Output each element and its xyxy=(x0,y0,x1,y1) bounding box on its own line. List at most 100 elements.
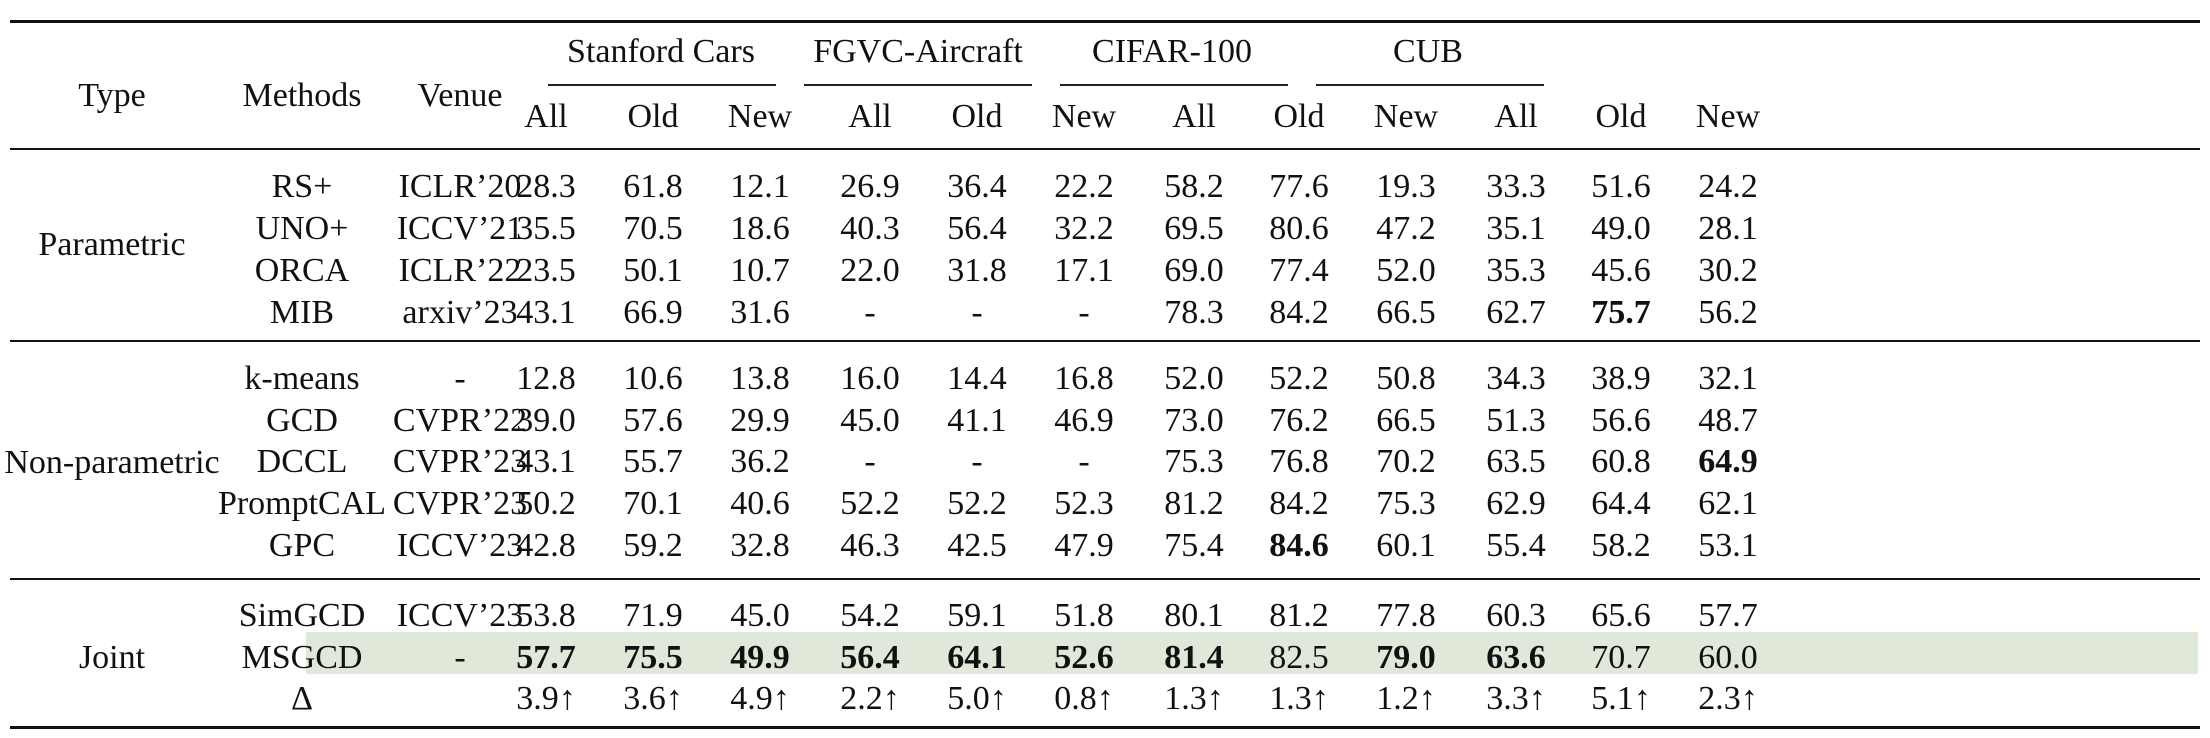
header-sub-new: New xyxy=(1051,98,1117,135)
value-cell: 3.9↑ xyxy=(516,680,576,717)
value-cell: 1.2↑ xyxy=(1376,680,1436,717)
highlight-row xyxy=(306,632,2198,674)
venue-cell: - xyxy=(454,360,466,397)
value-cell: 49.0 xyxy=(1591,210,1651,247)
value-cell: 73.0 xyxy=(1164,402,1224,439)
value-cell: 52.2 xyxy=(1269,360,1329,397)
value-cell: 32.8 xyxy=(730,527,790,564)
value-cell: 56.4 xyxy=(947,210,1007,247)
value-cell: 52.2 xyxy=(947,485,1007,522)
value-cell: 47.9 xyxy=(1054,527,1114,564)
value-cell: 52.6 xyxy=(1054,639,1114,676)
header-dataset-fgvc-aircraft: FGVC-Aircraft xyxy=(813,33,1023,70)
value-cell: 79.0 xyxy=(1376,639,1436,676)
value-cell: 32.2 xyxy=(1054,210,1114,247)
value-cell: 19.3 xyxy=(1376,168,1436,205)
header-venue: Venue xyxy=(417,77,503,114)
value-cell: 54.2 xyxy=(840,597,900,634)
value-cell: 1.3↑ xyxy=(1269,680,1329,717)
method-cell: GPC xyxy=(268,527,336,564)
value-cell: 52.2 xyxy=(840,485,900,522)
value-cell: 52.0 xyxy=(1164,360,1224,397)
cmidrule-cifar-100 xyxy=(1060,84,1288,86)
value-cell: 0.8↑ xyxy=(1054,680,1114,717)
method-cell: DCCL xyxy=(256,443,348,480)
value-cell: 40.6 xyxy=(730,485,790,522)
value-cell: 2.2↑ xyxy=(840,680,900,717)
value-cell: 69.5 xyxy=(1164,210,1224,247)
value-cell: 14.4 xyxy=(947,360,1007,397)
header-sub-all: All xyxy=(1494,98,1538,135)
value-cell: 62.1 xyxy=(1698,485,1758,522)
value-cell: 66.5 xyxy=(1376,402,1436,439)
value-cell: 80.6 xyxy=(1269,210,1329,247)
value-cell: 45.0 xyxy=(730,597,790,634)
value-cell: 10.7 xyxy=(730,252,790,289)
value-cell: 60.0 xyxy=(1698,639,1758,676)
value-cell: 58.2 xyxy=(1164,168,1224,205)
value-cell: 84.6 xyxy=(1269,527,1329,564)
value-cell: - xyxy=(971,443,983,480)
value-cell: 75.4 xyxy=(1164,527,1224,564)
top-rule xyxy=(10,20,2200,23)
value-cell: 77.8 xyxy=(1376,597,1436,634)
header-sub-old: Old xyxy=(627,98,679,135)
value-cell: 60.8 xyxy=(1591,443,1651,480)
value-cell: - xyxy=(864,443,876,480)
value-cell: 53.8 xyxy=(516,597,576,634)
value-cell: 36.2 xyxy=(730,443,790,480)
value-cell: 46.9 xyxy=(1054,402,1114,439)
venue-cell: ICCV’23 xyxy=(396,597,524,634)
value-cell: 84.2 xyxy=(1269,485,1329,522)
value-cell: 75.3 xyxy=(1164,443,1224,480)
value-cell: 61.8 xyxy=(623,168,683,205)
header-sub-all: All xyxy=(1172,98,1216,135)
value-cell: 35.1 xyxy=(1486,210,1546,247)
cmidrule-stanford-cars xyxy=(548,84,776,86)
value-cell: 80.1 xyxy=(1164,597,1224,634)
method-cell: GCD xyxy=(266,402,338,439)
value-cell: 16.8 xyxy=(1054,360,1114,397)
value-cell: 12.1 xyxy=(730,168,790,205)
value-cell: 2.3↑ xyxy=(1698,680,1758,717)
value-cell: 45.0 xyxy=(840,402,900,439)
group-rule-1 xyxy=(10,340,2200,342)
value-cell: 41.1 xyxy=(947,402,1007,439)
value-cell: 51.8 xyxy=(1054,597,1114,634)
value-cell: 55.7 xyxy=(623,443,683,480)
value-cell: 39.0 xyxy=(516,402,576,439)
method-cell: RS+ xyxy=(271,168,333,205)
method-cell: MSGCD xyxy=(241,639,363,676)
header-sub-new: New xyxy=(727,98,793,135)
value-cell: 24.2 xyxy=(1698,168,1758,205)
header-rule xyxy=(10,148,2200,150)
header-dataset-stanford-cars: Stanford Cars xyxy=(567,33,755,70)
header-sub-old: Old xyxy=(1595,98,1647,135)
value-cell: 38.9 xyxy=(1591,360,1651,397)
venue-cell: ICLR’20 xyxy=(398,168,522,205)
value-cell: 48.7 xyxy=(1698,402,1758,439)
value-cell: 35.5 xyxy=(516,210,576,247)
value-cell: 56.4 xyxy=(840,639,900,676)
value-cell: 60.3 xyxy=(1486,597,1546,634)
value-cell: - xyxy=(1078,443,1090,480)
value-cell: 35.3 xyxy=(1486,252,1546,289)
value-cell: 76.2 xyxy=(1269,402,1329,439)
value-cell: 16.0 xyxy=(840,360,900,397)
value-cell: 81.2 xyxy=(1269,597,1329,634)
value-cell: 55.4 xyxy=(1486,527,1546,564)
cmidrule-fgvc-aircraft xyxy=(804,84,1032,86)
value-cell: 40.3 xyxy=(840,210,900,247)
value-cell: 57.6 xyxy=(623,402,683,439)
value-cell: 23.5 xyxy=(516,252,576,289)
value-cell: 64.1 xyxy=(947,639,1007,676)
value-cell: 69.0 xyxy=(1164,252,1224,289)
header-sub-new: New xyxy=(1695,98,1761,135)
value-cell: 81.4 xyxy=(1164,639,1224,676)
value-cell: 63.5 xyxy=(1486,443,1546,480)
method-cell: k-means xyxy=(244,360,360,397)
value-cell: 52.0 xyxy=(1376,252,1436,289)
value-cell: 34.3 xyxy=(1486,360,1546,397)
value-cell: 31.6 xyxy=(730,294,790,331)
value-cell: 43.1 xyxy=(516,443,576,480)
